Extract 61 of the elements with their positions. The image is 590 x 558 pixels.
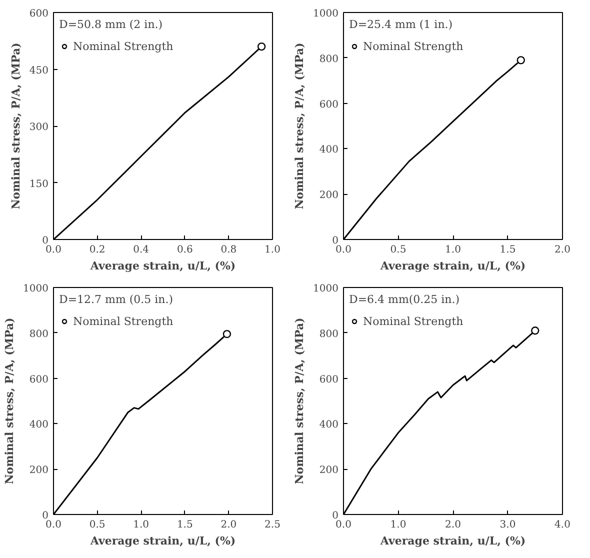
legend-label: Nominal Strength xyxy=(363,40,464,52)
y-axis-title: Nominal stress, P/A, (MPa) xyxy=(293,42,306,210)
y-tick-label: 600 xyxy=(319,374,339,386)
y-tick-label: 0 xyxy=(42,510,49,522)
x-tick-label: 3.0 xyxy=(500,520,516,530)
x-tick-label: 0.0 xyxy=(336,244,352,256)
legend-label: Nominal Strength xyxy=(73,40,174,52)
y-tick-label: 1000 xyxy=(313,8,339,20)
y-tick-label: 800 xyxy=(319,328,339,340)
legend-title: D=50.8 mm (2 in.) xyxy=(59,18,164,31)
x-tick-label: 0.8 xyxy=(220,244,237,256)
y-axis-title: Nominal stress, P/A, (MPa) xyxy=(9,42,22,210)
x-tick-label: 1.5 xyxy=(500,244,516,256)
y-tick-label: 600 xyxy=(319,99,339,110)
y-tick-label: 600 xyxy=(29,374,49,386)
legend-label: Nominal Strength xyxy=(73,314,174,328)
x-tick-label: 0.4 xyxy=(133,244,150,256)
y-tick-label: 800 xyxy=(319,54,339,65)
y-tick-label: 600 xyxy=(29,8,49,20)
legend-title: D=25.4 mm (1 in.) xyxy=(349,18,454,31)
x-tick-label: 0.5 xyxy=(89,520,106,530)
x-axis-title: Average strain, u/L, (%) xyxy=(89,260,236,272)
x-tick-label: 0.0 xyxy=(46,244,62,256)
x-axis-title: Average strain, u/L, (%) xyxy=(379,534,526,548)
x-tick-label: 2.0 xyxy=(554,244,570,256)
y-tick-label: 800 xyxy=(29,328,49,340)
y-tick-label: 200 xyxy=(319,190,339,202)
y-tick-label: 1000 xyxy=(23,284,49,294)
x-tick-label: 1.0 xyxy=(445,244,461,256)
y-tick-label: 300 xyxy=(29,122,49,133)
y-tick-label: 150 xyxy=(29,178,49,190)
y-tick-label: 400 xyxy=(319,144,339,156)
x-axis-title: Average strain, u/L, (%) xyxy=(379,260,526,272)
x-tick-label: 2.0 xyxy=(445,520,461,530)
x-tick-label: 0.0 xyxy=(46,520,62,530)
x-axis-title: Average strain, u/L, (%) xyxy=(89,534,236,548)
x-tick-label: 0.5 xyxy=(390,244,406,256)
y-tick-label: 0 xyxy=(332,510,339,522)
y-tick-label: 450 xyxy=(29,65,49,76)
y-tick-label: 1000 xyxy=(313,284,339,294)
x-tick-label: 0.6 xyxy=(176,244,193,256)
legend-title: D=12.7 mm (0.5 in.) xyxy=(59,293,174,306)
x-tick-label: 2.5 xyxy=(264,520,280,530)
x-tick-label: 1.5 xyxy=(176,520,193,530)
x-tick-label: 0.0 xyxy=(336,520,352,530)
x-tick-label: 1.0 xyxy=(264,244,280,256)
y-tick-label: 400 xyxy=(319,420,339,431)
y-axis-title: Nominal stress, P/A, (MPa) xyxy=(3,318,16,484)
y-tick-label: 400 xyxy=(29,420,49,431)
y-tick-label: 200 xyxy=(319,465,339,476)
y-axis-title: Nominal stress, P/A, (MPa) xyxy=(293,318,306,484)
x-tick-label: 0.2 xyxy=(89,244,106,256)
x-tick-label: 2.0 xyxy=(220,520,237,530)
x-tick-label: 1.0 xyxy=(133,520,150,530)
x-tick-label: 4.0 xyxy=(554,520,570,530)
legend-label: Nominal Strength xyxy=(363,314,464,328)
y-tick-label: 0 xyxy=(332,236,339,246)
y-tick-label: 0 xyxy=(42,236,49,246)
legend-title: D=6.4 mm(0.25 in.) xyxy=(349,293,461,306)
y-tick-label: 200 xyxy=(29,465,49,476)
x-tick-label: 1.0 xyxy=(390,520,406,530)
